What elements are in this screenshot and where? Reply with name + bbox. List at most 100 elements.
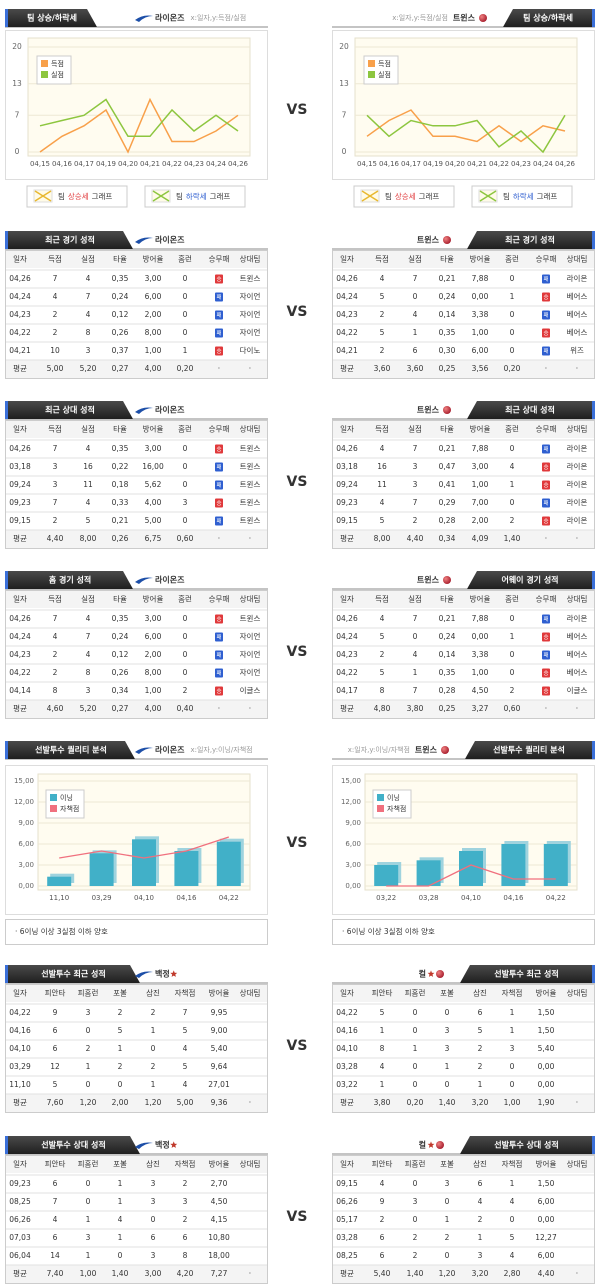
result-icon — [215, 668, 223, 678]
table-cell: 11 — [83, 480, 93, 489]
series-line — [59, 836, 230, 859]
table-cell: 04,22 — [9, 668, 31, 677]
section-title: 팀 상승/하락세 — [27, 13, 77, 23]
table-cell: 5 — [86, 516, 91, 525]
table-cell: 0,12 — [112, 650, 129, 659]
table-cell: 5 — [183, 1062, 188, 1071]
table-cell: 09,15 — [336, 516, 358, 525]
team-name: 라이온즈 — [155, 405, 185, 415]
table-cell: 6 — [53, 1179, 58, 1188]
column-header: 피안타 — [372, 1159, 393, 1169]
series-line — [366, 109, 566, 143]
table-cell: 0 — [183, 328, 188, 337]
header-accent — [592, 741, 595, 759]
table-cell: 6,75 — [145, 534, 162, 543]
result-icon — [215, 328, 223, 338]
table-cell: · — [576, 1098, 578, 1107]
team-logo — [479, 14, 487, 22]
table-cell: 04,10 — [336, 1044, 358, 1053]
table-cell: 1 — [118, 1179, 123, 1188]
result-label: 패 — [543, 275, 548, 283]
column-header: 타율 — [440, 255, 454, 264]
result-icon — [542, 516, 550, 526]
header-accent — [5, 9, 8, 27]
column-header: 타율 — [113, 425, 127, 434]
column-header: 상대팀 — [240, 594, 261, 604]
table-cell: 베어스 — [567, 631, 588, 641]
section-title: 최근 경기 성적 — [45, 235, 95, 245]
table-cell: 7,60 — [47, 1098, 64, 1107]
result-label: 승 — [216, 276, 221, 283]
column-header: 상대팀 — [567, 424, 588, 434]
result-icon — [215, 444, 223, 454]
header-tab — [5, 1136, 140, 1154]
section-title: 홈 경기 성적 — [49, 575, 91, 585]
table-cell: 6 — [380, 1251, 385, 1260]
column-header: 일자 — [340, 989, 354, 998]
table-cell: 1,20 — [145, 1098, 162, 1107]
result-label: 승 — [216, 688, 221, 695]
table-cell: 0,35 — [439, 668, 456, 677]
team-logo — [443, 576, 451, 584]
column-header: 득점 — [375, 254, 389, 264]
x-tick-label: 04,16 — [379, 160, 400, 168]
table-cell: 자이언 — [240, 667, 261, 677]
table-cell: 0,00 — [538, 1080, 555, 1089]
x-tick-label: 04,24 — [533, 160, 554, 168]
column-header: 승무패 — [536, 254, 557, 264]
table-cell: 0,34 — [439, 534, 456, 543]
table-cell: 5,40 — [538, 1044, 555, 1053]
table-cell: 0 — [183, 650, 188, 659]
table-cell: 1,40 — [504, 534, 521, 543]
legend-label: 자책점 — [60, 804, 79, 813]
result-icon — [215, 310, 223, 320]
y-tick-label: 3,00 — [345, 861, 361, 869]
header-accent — [5, 401, 8, 419]
table-frame — [332, 420, 595, 549]
y-tick-label: 12,00 — [341, 798, 361, 806]
table-cell: 04,24 — [336, 292, 358, 301]
table-cell: 0 — [510, 1080, 515, 1089]
team-logo — [135, 971, 153, 978]
table-cell: 1,50 — [538, 1026, 555, 1035]
table-cell: 베어스 — [567, 291, 588, 301]
legend-label: 자책점 — [387, 804, 406, 813]
x-tick-label: 04,17 — [401, 160, 421, 168]
table-cell: 0 — [510, 346, 515, 355]
header-accent — [592, 571, 595, 589]
column-header: 상대팀 — [240, 1159, 261, 1169]
column-header: 포볼 — [113, 1160, 127, 1169]
table-cell: 10,80 — [208, 1233, 230, 1242]
table-cell: 1 — [151, 1080, 156, 1089]
table-cell: 0,41 — [439, 480, 456, 489]
x-tick-label: 04,15 — [30, 160, 50, 168]
x-tick-label: 03,28 — [419, 894, 439, 902]
table-cell: 7 — [53, 614, 58, 623]
table-cell: 트윈스 — [240, 274, 261, 283]
table-head-bg — [6, 1156, 267, 1173]
table-cell: 이글스 — [240, 685, 261, 695]
table-cell: 2 — [478, 1044, 483, 1053]
table-cell: 4,50 — [472, 686, 489, 695]
table-cell: 7 — [53, 1197, 58, 1206]
footer-legend-part: 그래프 — [92, 192, 113, 201]
table-cell: 3 — [86, 1233, 91, 1242]
table-cell: 0,20 — [504, 364, 521, 373]
result-icon — [215, 516, 223, 526]
table-cell: 트윈스 — [240, 516, 261, 525]
table-cell: 2 — [413, 516, 418, 525]
x-tick-label: 04,24 — [206, 160, 227, 168]
table-cell: 1 — [510, 292, 515, 301]
column-header: 승무패 — [209, 594, 230, 604]
table-cell: 06,26 — [336, 1197, 358, 1206]
axis-note: x:일자,y:이닝/자책점 — [348, 745, 410, 754]
table-cell: 7,88 — [472, 444, 489, 453]
footer-legend-part: 팀 — [385, 192, 392, 201]
table-cell: 라이온 — [567, 443, 588, 453]
table-cell: 1 — [86, 1062, 91, 1071]
column-header: 상대팀 — [567, 1159, 588, 1169]
result-icon — [542, 668, 550, 678]
result-icon — [542, 480, 550, 490]
column-header: 피안타 — [45, 1159, 66, 1169]
table-cell: 4 — [413, 650, 418, 659]
